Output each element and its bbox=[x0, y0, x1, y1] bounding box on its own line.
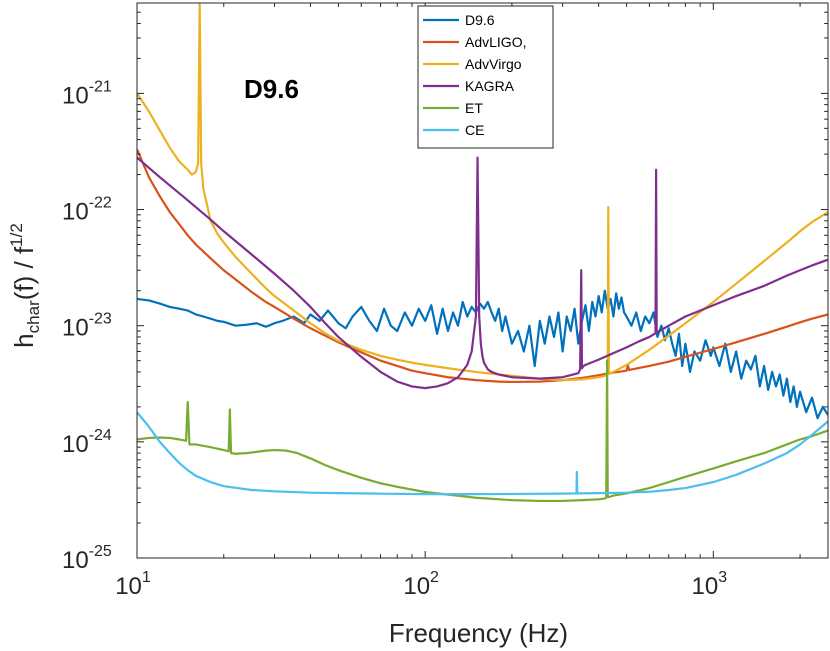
x-tick-label: 103 bbox=[692, 569, 728, 600]
y-tick-label: 10-24 bbox=[62, 427, 112, 458]
y-axis-label-mid: (f) / f bbox=[9, 246, 39, 300]
legend-label-advvirgo: AdvVirgo bbox=[465, 56, 522, 72]
legend-label-advligo: AdvLIGO, bbox=[465, 34, 526, 50]
legend: D9.6 AdvLIGO, AdvVirgo KAGRA ET CE bbox=[417, 5, 554, 149]
y-axis-label-sup: 1/2 bbox=[7, 223, 26, 247]
series-line-advvirgo bbox=[137, 3, 828, 382]
legend-label-d96: D9.6 bbox=[465, 12, 495, 28]
series-layer bbox=[137, 3, 828, 503]
y-axis-label-base: h bbox=[9, 333, 39, 347]
series-line-ce bbox=[137, 411, 828, 496]
legend-label-et: ET bbox=[465, 100, 483, 116]
legend-box bbox=[417, 5, 554, 149]
axes-frame bbox=[136, 2, 829, 559]
legend-label-kagra: KAGRA bbox=[465, 78, 515, 94]
y-axis-label: hchar(f) / f1/2 bbox=[7, 223, 43, 348]
series-line-kagra bbox=[137, 156, 828, 390]
y-axis-label-sub: char bbox=[24, 300, 43, 333]
x-tick-label: 102 bbox=[403, 569, 439, 600]
y-tick-label: 10-21 bbox=[62, 78, 112, 109]
series-line-d96 bbox=[137, 289, 828, 420]
y-tick-label: 10-25 bbox=[62, 543, 112, 574]
y-tick-label: 10-23 bbox=[62, 311, 112, 342]
tick-layer: 101 102 103 10-25 10-24 10-23 10-22 10-21 bbox=[62, 2, 828, 600]
chart-annotation: D9.6 bbox=[244, 74, 299, 104]
legend-label-ce: CE bbox=[465, 122, 484, 138]
x-axis-label: Frequency (Hz) bbox=[389, 618, 568, 648]
series-line-et bbox=[137, 359, 828, 503]
series-line-advligo bbox=[137, 148, 828, 384]
y-tick-label: 10-22 bbox=[62, 195, 112, 226]
x-tick-label: 101 bbox=[115, 569, 151, 600]
